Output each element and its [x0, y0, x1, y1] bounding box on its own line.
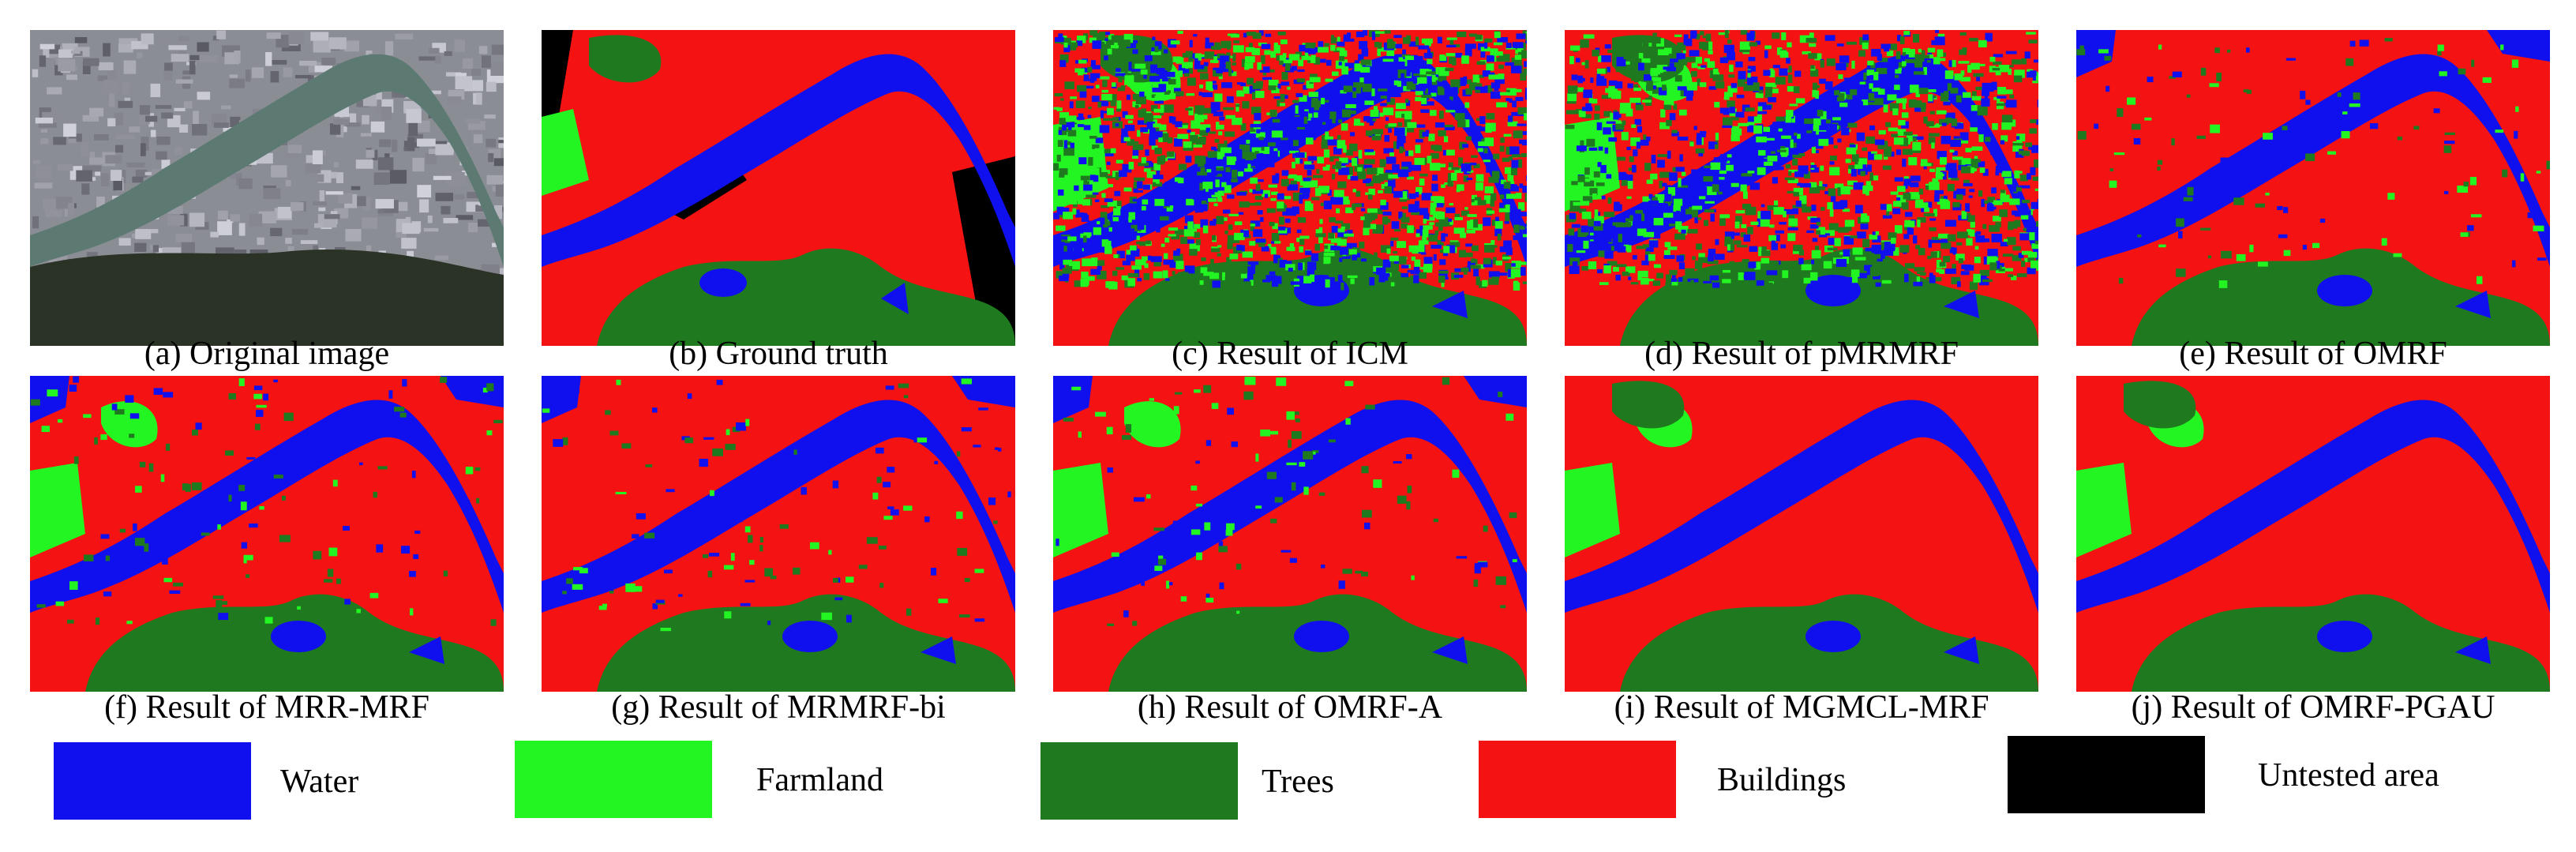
caption-j: (j) Result of OMRF-PGAU [2131, 689, 2495, 726]
legend-label-untested-area: Untested area [2258, 757, 2439, 794]
caption-f: (f) Result of MRR-MRF [104, 689, 429, 726]
panel-e-result-omrf [2076, 30, 2550, 346]
caption-e: (e) Result of OMRF [2179, 336, 2447, 372]
legend-label-water: Water [280, 764, 359, 800]
panel-f-result-mrr-mrf [30, 376, 504, 692]
legend-label-buildings: Buildings [1717, 762, 1847, 798]
legend-swatch-farmland [515, 741, 712, 818]
caption-g: (g) Result of MRMRF-bi [611, 689, 946, 726]
legend-swatch-water [54, 742, 251, 820]
panel-a-original-image [30, 30, 504, 346]
legend-swatch-untested-area [2008, 736, 2205, 813]
panel-c-result-icm [1053, 30, 1527, 346]
caption-c: (c) Result of ICM [1172, 336, 1408, 372]
legend-label-farmland: Farmland [756, 762, 883, 798]
caption-b: (b) Ground truth [669, 336, 888, 372]
panel-j-result-omrf-pgau [2076, 376, 2550, 692]
panel-i-result-mgmcl-mrf [1565, 376, 2038, 692]
panel-g-result-mrmrf-bi [542, 376, 1015, 692]
panel-h-result-omrf-a [1053, 376, 1527, 692]
caption-d: (d) Result of pMRMRF [1644, 336, 1959, 372]
legend-label-trees: Trees [1262, 764, 1334, 800]
legend-swatch-buildings [1479, 741, 1676, 818]
caption-a: (a) Original image [144, 336, 390, 372]
panel-d-result-pmrmrf [1565, 30, 2038, 346]
legend-swatch-trees [1041, 742, 1238, 820]
caption-h: (h) Result of OMRF-A [1137, 689, 1443, 726]
panel-b-ground-truth [542, 30, 1015, 346]
caption-i: (i) Result of MGMCL-MRF [1614, 689, 1989, 726]
